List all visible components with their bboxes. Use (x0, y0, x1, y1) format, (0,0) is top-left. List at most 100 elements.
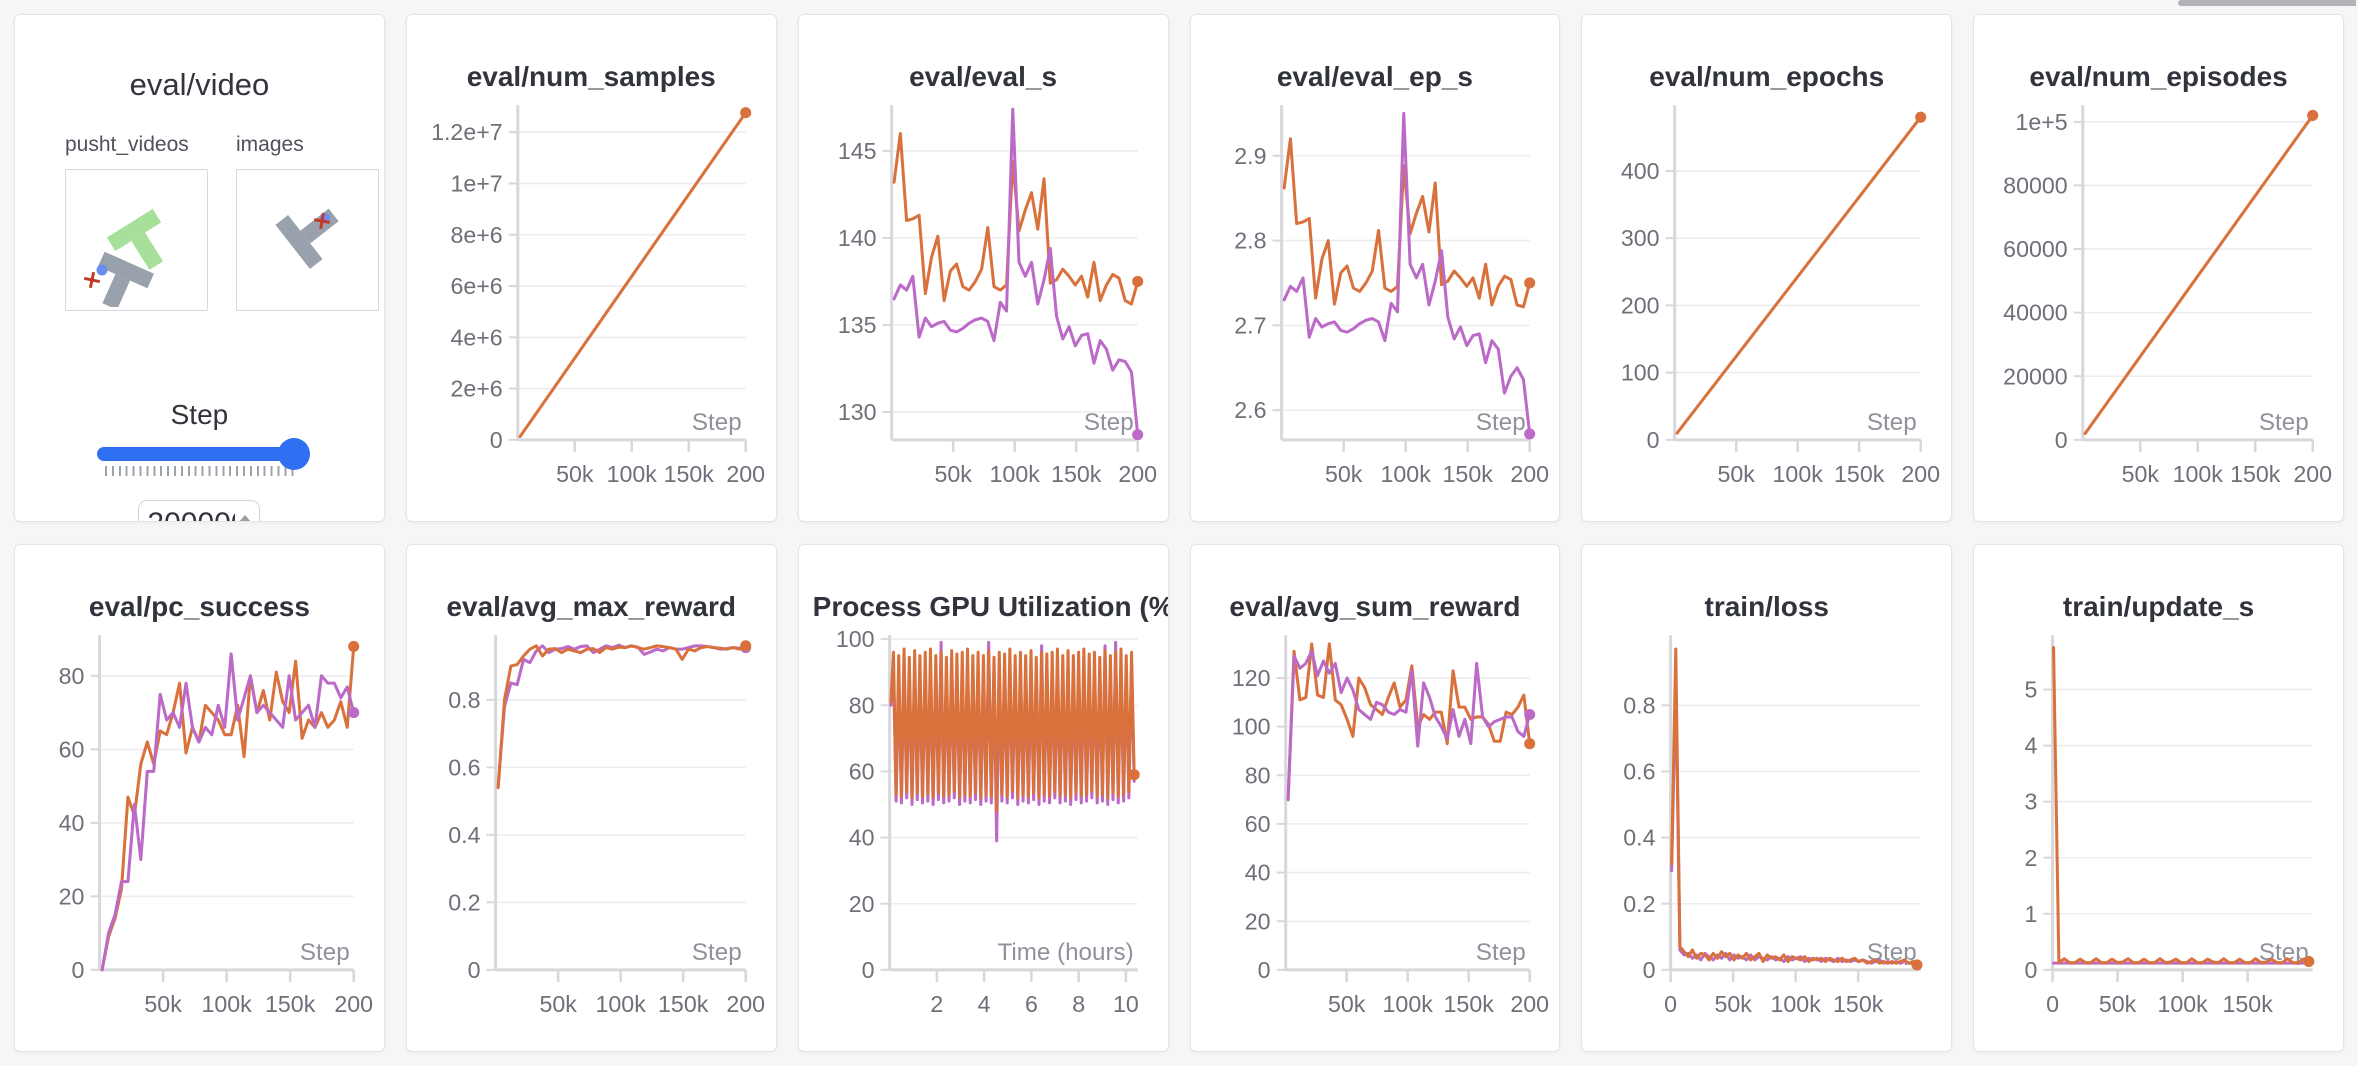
media-label: pusht_videos (65, 133, 189, 156)
stepper-up-icon[interactable] (239, 514, 252, 521)
x-tick-label: 200 (1510, 461, 1549, 487)
y-tick-label: 100 (1621, 360, 1660, 386)
step-slider-label: Step (170, 399, 229, 430)
y-tick-label: 0 (490, 427, 503, 453)
x-tick-label: 100k (2173, 461, 2224, 487)
y-tick-label: 80 (1244, 762, 1270, 788)
chart-title: Process GPU Utilization (%) (812, 591, 1169, 622)
horizontal-scrollbar-thumb[interactable] (2178, 0, 2356, 6)
media-item-pusht-videos: pusht_videos (65, 133, 208, 311)
x-tick-label: 200 (1118, 461, 1157, 487)
y-tick-label: 20 (848, 891, 874, 917)
x-tick-label: 150k (265, 991, 316, 1017)
panel-title: eval/video (129, 67, 270, 102)
y-tick-label: 2 (2025, 845, 2038, 871)
slider-tick-marks (105, 466, 298, 476)
x-tick-label: 0 (2046, 991, 2059, 1017)
step-value-input[interactable] (147, 507, 236, 521)
x-axis-label: Time (hours) (997, 939, 1133, 966)
x-axis-label: Step (2259, 409, 2309, 436)
media-label: images (236, 133, 304, 156)
y-tick-label: 0.4 (448, 822, 480, 848)
x-tick-label: 100k (2158, 991, 2209, 1017)
y-tick-label: 0 (861, 957, 874, 983)
line-chart[interactable]: 0 100 200 300 400 50k 100k 150k 200 Step (1596, 97, 1940, 498)
line-chart[interactable]: 0 20000 40000 60000 80000 1e+5 50k 100k 150k 200 S… (1988, 97, 2332, 498)
y-tick-label: 2e+6 (450, 376, 502, 402)
series-end-dot-run-orange (1911, 959, 1923, 971)
y-tick-label: 0.2 (448, 889, 480, 915)
panel-train-update-s: train/update_s 0 1 2 3 4 5 0 50k 100k 150k Step (1973, 544, 2344, 1052)
line-chart[interactable]: 0 0.2 0.4 0.6 0.8 50k 100k 150k 200 Step (421, 627, 765, 1028)
y-tick-label: 0.2 (1624, 891, 1656, 917)
y-tick-label: 0.6 (1624, 758, 1656, 784)
slider-handle[interactable] (278, 438, 311, 470)
panel-eval-num-samples: eval/num_samples 0 2e+6 4e+6 6e+6 8e+6 1e+7 1.… (405, 14, 777, 522)
line-chart[interactable]: 130 135 140 145 50k 100k 150k 200 Step (813, 97, 1157, 498)
x-tick-label: 6 (1025, 991, 1038, 1017)
series-end-dot-run-orange (1915, 111, 1927, 123)
y-tick-label: 140 (838, 225, 877, 251)
y-tick-label: 120 (1231, 665, 1270, 691)
video-thumbnail[interactable] (65, 169, 208, 311)
chart-title: eval/avg_max_reward (446, 591, 736, 622)
panel-eval-avg-max-reward: eval/avg_max_reward 0 0.2 0.4 0.6 0.8 50k 100k… (405, 544, 777, 1052)
step-stepper[interactable] (239, 514, 252, 521)
x-tick-label: 50k (556, 461, 594, 487)
series-end-dot-run-orange (2307, 109, 2319, 122)
slider-track[interactable] (97, 438, 311, 470)
x-tick-label: 100k (1380, 461, 1431, 487)
step-slider[interactable] (97, 438, 311, 476)
pusht-scene-icon (275, 208, 339, 269)
x-tick-label: 150k (2230, 461, 2281, 487)
x-tick-label: 10 (1113, 991, 1139, 1017)
panel-eval-num-episodes: eval/num_episodes 0 20000 40000 60000 80000 1… (1973, 14, 2344, 522)
x-tick-label: 4 (977, 991, 990, 1017)
x-tick-label: 200 (2294, 461, 2333, 487)
series-end-dot-run-orange (739, 640, 752, 652)
line-chart[interactable]: 0 20 40 60 80 100 2 4 6 8 10 Time (hours) (813, 626, 1154, 1028)
y-tick-label: 1e+7 (450, 171, 502, 197)
x-tick-label: 50k (1715, 991, 1753, 1017)
y-tick-label: 0.8 (1624, 692, 1656, 718)
series-line-run-purple (100, 652, 356, 972)
panel-eval-avg-sum-reward: eval/avg_sum_reward 0 20 40 60 80 100 120 50k 10… (1189, 544, 1561, 1052)
line-chart[interactable]: 0 20 40 60 80 50k 100k 150k 200 Step (29, 627, 373, 1028)
step-input-box (138, 500, 261, 521)
y-tick-label: 40 (1244, 860, 1270, 886)
y-tick-label: 6e+6 (450, 273, 502, 299)
series-line-run-purple (892, 107, 1139, 437)
image-thumbnail[interactable] (236, 169, 379, 311)
y-tick-label: 100 (1231, 714, 1270, 740)
x-tick-label: 100k (1773, 461, 1824, 487)
x-tick-label: 50k (2099, 991, 2137, 1017)
y-tick-label: 2.6 (1234, 397, 1266, 423)
y-tick-label: 0.4 (1624, 825, 1656, 851)
x-tick-label: 200 (726, 461, 765, 487)
x-tick-label: 50k (2122, 461, 2160, 487)
x-tick-label: 50k (1718, 461, 1756, 487)
line-chart[interactable]: 2.6 2.7 2.8 2.9 50k 100k 150k 200 Step (1205, 97, 1549, 498)
panel-eval-eval-s: eval/eval_s 130 135 140 145 50k 100k 150k 200 St… (797, 14, 1169, 522)
line-chart[interactable]: 0 20 40 60 80 100 120 50k 100k 150k 200 Step (1205, 627, 1549, 1028)
series-line-run-orange (100, 644, 356, 972)
x-tick-label: 8 (1072, 991, 1085, 1017)
series-end-dot-run-purple (1131, 429, 1143, 441)
line-chart[interactable]: 0 2e+6 4e+6 6e+6 8e+6 1e+7 1.2e+7 50k 100k 150k 20… (421, 97, 765, 498)
target-cross-icon (83, 271, 101, 289)
x-axis-label: Step (300, 939, 350, 966)
series-line-run-purple (496, 643, 748, 788)
series-line-run-orange (518, 111, 748, 439)
y-tick-label: 2.8 (1234, 228, 1266, 254)
series-line-run-orange (496, 644, 748, 790)
y-tick-label: 0 (2025, 957, 2038, 983)
x-tick-label: 2 (930, 991, 943, 1017)
y-tick-label: 80000 (2003, 172, 2067, 198)
series-line-run-purple (1282, 111, 1531, 436)
x-axis-label: Step (1084, 409, 1134, 436)
y-tick-label: 60 (848, 758, 874, 784)
y-tick-label: 2.9 (1234, 143, 1266, 169)
